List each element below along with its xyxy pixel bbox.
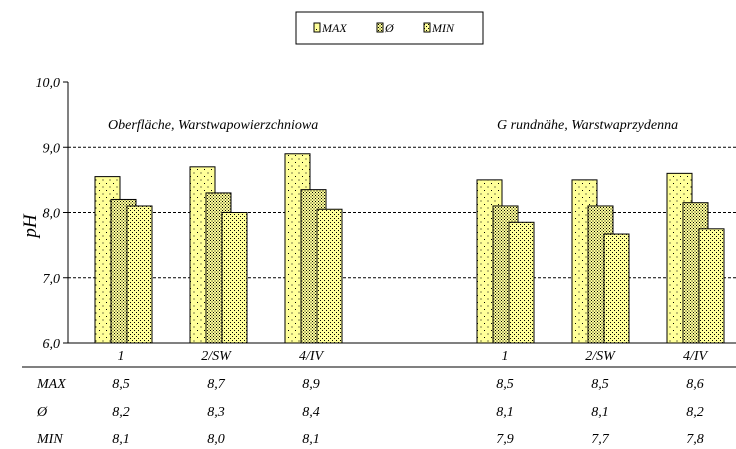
table-cell: 8,1 <box>496 405 514 420</box>
bar-min <box>126 205 153 344</box>
table-cell: 8,5 <box>496 377 514 392</box>
legend-swatch <box>423 22 431 33</box>
table-cell: 7,8 <box>686 432 704 447</box>
legend-label: Ø <box>384 21 395 35</box>
legend-label: MIN <box>431 21 455 35</box>
table-cell: 8,5 <box>112 377 130 392</box>
table-row-label: MIN <box>36 432 63 447</box>
group-title-bottom: G rundnähe, Warstwaprzydenna <box>497 118 678 133</box>
y-tick-label: 6,0 <box>43 337 61 352</box>
legend-swatch <box>313 22 321 33</box>
table-cell: 8,1 <box>112 432 130 447</box>
table-cell: 7,7 <box>591 432 610 447</box>
bar-min <box>316 208 343 344</box>
table-cell: 8,1 <box>591 405 609 420</box>
table-cell: 8,0 <box>207 432 225 447</box>
table-cell: 8,4 <box>302 405 320 420</box>
bar-min <box>508 221 535 344</box>
table-cell: 8,7 <box>207 377 226 392</box>
y-axis-label: pH <box>20 213 41 240</box>
table-cell: 8,1 <box>302 432 320 447</box>
y-tick-label: 7,0 <box>43 272 61 287</box>
category-label: 4/IV <box>299 349 325 364</box>
category-label: 4/IV <box>683 349 709 364</box>
table-cell: 8,3 <box>207 405 225 420</box>
legend-swatch <box>376 22 384 33</box>
table-cell: 8,6 <box>686 377 704 392</box>
table-cell: 8,2 <box>112 405 130 420</box>
y-tick-label: 9,0 <box>43 141 61 156</box>
group-title-surface: Oberfläche, Warstwapowierzchniowa <box>108 118 318 133</box>
table-cell: 7,9 <box>496 432 514 447</box>
table-cell: 8,5 <box>591 377 609 392</box>
bar-min <box>603 233 630 344</box>
table-cell: 8,2 <box>686 405 704 420</box>
category-label: 2/SW <box>201 349 232 364</box>
y-tick-label: 10,0 <box>36 76 61 91</box>
legend: MAX Ø MIN <box>295 11 484 45</box>
bar-min <box>698 228 725 344</box>
category-label: 1 <box>502 349 509 364</box>
category-label: 1 <box>118 349 125 364</box>
table-row-label: Ø <box>36 405 48 420</box>
category-label: 2/SW <box>585 349 616 364</box>
legend-label: MAX <box>321 21 347 35</box>
bar-min <box>221 212 248 344</box>
table-row-label: MAX <box>36 377 66 392</box>
y-tick-label: 8,0 <box>43 207 61 222</box>
legend-box <box>295 11 484 45</box>
table-cell: 8,9 <box>302 377 320 392</box>
